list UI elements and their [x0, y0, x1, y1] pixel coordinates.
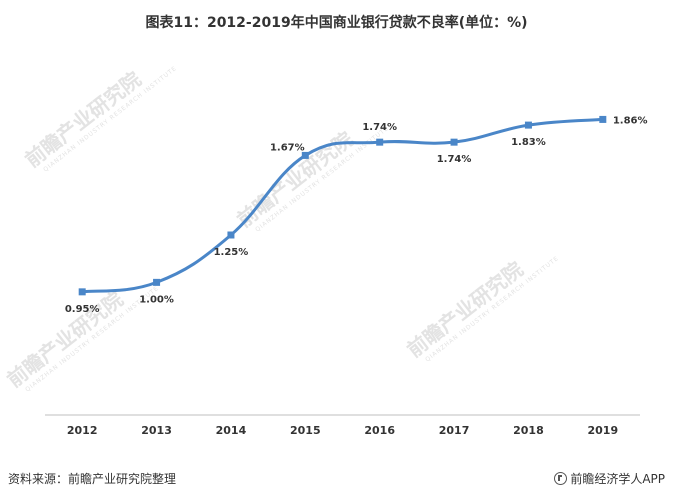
x-tick-label: 2013	[141, 424, 172, 437]
x-tick-label: 2012	[67, 424, 98, 437]
data-label: 0.95%	[65, 304, 100, 315]
data-point-marker	[599, 115, 607, 123]
brand-footer: 前瞻经济学人APP	[554, 470, 665, 487]
chart-title: 图表11：2012-2019年中国商业银行贷款不良率(单位：%)	[145, 15, 528, 31]
data-label: 1.67%	[270, 142, 305, 153]
data-point-marker	[153, 278, 161, 286]
data-label: 1.86%	[613, 115, 648, 126]
data-point-marker	[524, 121, 532, 129]
data-label: 1.74%	[437, 154, 472, 165]
x-tick-label: 2014	[216, 424, 247, 437]
x-tick-label: 2015	[290, 424, 321, 437]
brand-name: 前瞻经济学人APP	[570, 472, 665, 486]
data-point-marker	[376, 138, 384, 146]
brand-logo-icon	[554, 472, 568, 485]
data-point-marker	[450, 138, 458, 146]
data-point-marker	[227, 231, 235, 239]
x-tick-label: 2016	[364, 424, 395, 437]
source-note: 资料来源：前瞻产业研究院整理	[8, 472, 177, 486]
data-label: 1.25%	[214, 247, 249, 258]
data-label: 1.74%	[362, 122, 397, 133]
x-tick-label: 2019	[588, 424, 619, 437]
x-tick-label: 2018	[513, 424, 544, 437]
data-label: 1.00%	[139, 294, 174, 305]
data-point-marker	[301, 151, 309, 159]
data-point-marker	[78, 288, 86, 296]
series-line	[80, 117, 605, 294]
x-tick-label: 2017	[439, 424, 470, 437]
data-label: 1.83%	[511, 137, 546, 148]
